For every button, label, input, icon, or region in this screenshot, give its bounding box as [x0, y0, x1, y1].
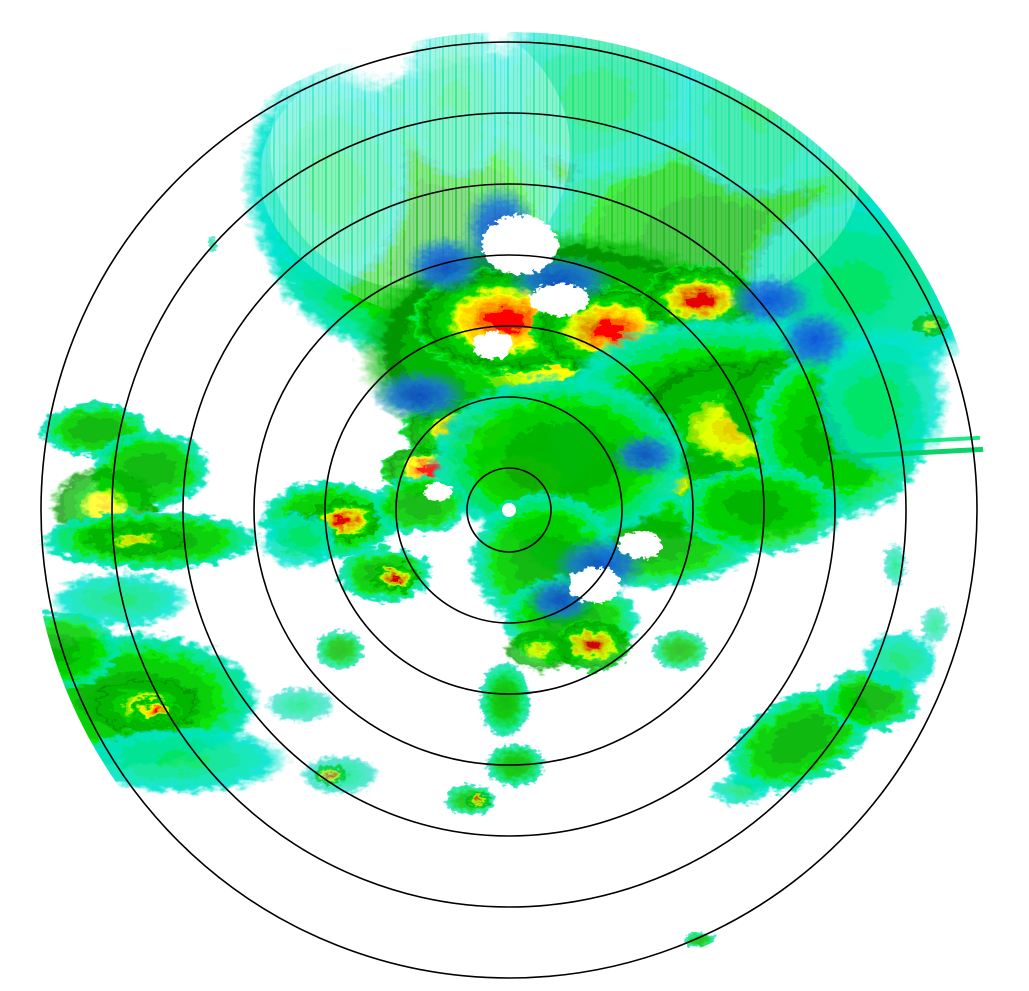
range-ring-4	[253, 254, 765, 766]
range-rings	[40, 41, 978, 979]
range-ring-3	[324, 325, 694, 695]
range-ring-5	[182, 183, 836, 837]
range-ring-7	[40, 41, 978, 979]
echo-farwest-band	[31, 402, 290, 795]
range-ring-1	[466, 467, 552, 553]
range-ring-6	[111, 112, 907, 908]
radar-site-marker	[502, 503, 516, 517]
echo-southeast-band	[710, 630, 940, 806]
echo-dropout-holes	[339, 215, 662, 603]
range-ring-2	[395, 396, 623, 624]
echo-east-radial-spike	[827, 435, 987, 460]
echo-western-cells	[260, 475, 470, 603]
echo-eastern-brightband	[520, 315, 950, 590]
